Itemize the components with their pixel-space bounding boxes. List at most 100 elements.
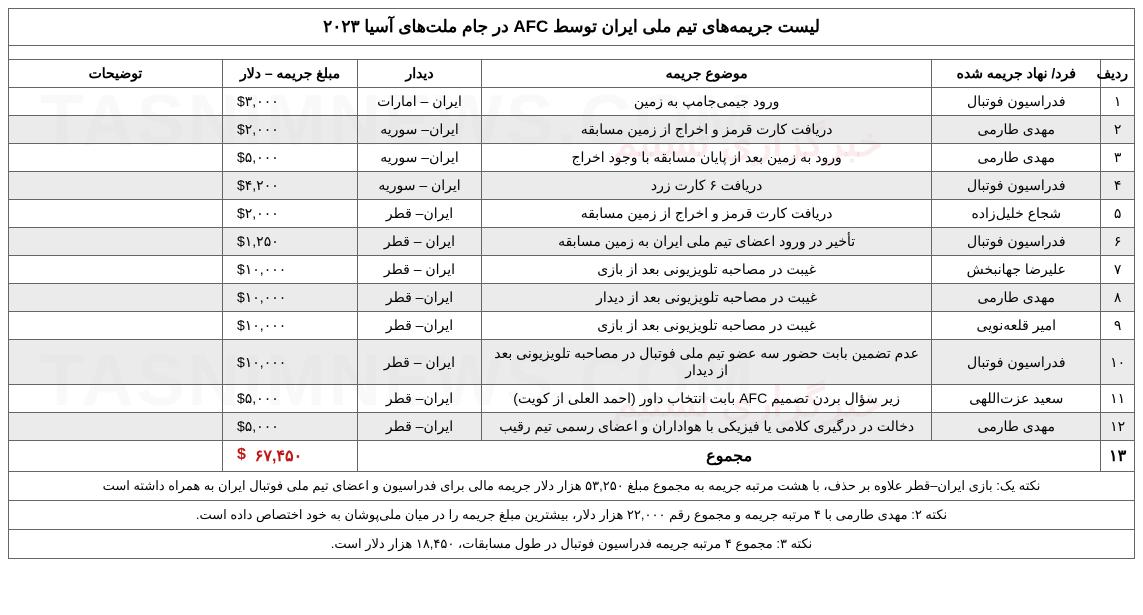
cell-match: ایران– سوریه bbox=[358, 144, 482, 172]
cell-amount: $۵,۰۰۰ bbox=[222, 413, 357, 441]
cell-amount: $۱,۲۵۰ bbox=[222, 228, 357, 256]
col-reason: موضوع جریمه bbox=[481, 60, 931, 88]
cell-amount: $۳,۰۰۰ bbox=[222, 88, 357, 116]
header-row: ردیف فرد/ نهاد جریمه شده موضوع جریمه دید… bbox=[9, 60, 1135, 88]
cell-entity: فدراسیون فوتبال bbox=[932, 340, 1101, 385]
col-match: دیدار bbox=[358, 60, 482, 88]
cell-reason: زیر سؤال بردن تصمیم AFC بابت انتخاب داور… bbox=[481, 385, 931, 413]
total-label: مجموع bbox=[358, 441, 1101, 472]
cell-match: ایران– قطر bbox=[358, 312, 482, 340]
cell-amount: $۱۰,۰۰۰ bbox=[222, 340, 357, 385]
cell-amount: $۴,۲۰۰ bbox=[222, 172, 357, 200]
cell-match: ایران– قطر bbox=[358, 413, 482, 441]
cell-idx: ۱۲ bbox=[1101, 413, 1135, 441]
cell-reason: ورود جیمی‌جامپ به زمین bbox=[481, 88, 931, 116]
cell-amount: $۱۰,۰۰۰ bbox=[222, 284, 357, 312]
cell-entity: سعید عزت‌اللهی bbox=[932, 385, 1101, 413]
cell-match: ایران – قطر bbox=[358, 256, 482, 284]
table-row: ۱فدراسیون فوتبالورود جیمی‌جامپ به زمینای… bbox=[9, 88, 1135, 116]
cell-notes bbox=[9, 172, 223, 200]
cell-notes bbox=[9, 340, 223, 385]
cell-reason: دریافت ۶ کارت زرد bbox=[481, 172, 931, 200]
cell-match: ایران – قطر bbox=[358, 340, 482, 385]
cell-reason: عدم تضمین بابت حضور سه عضو تیم ملی فوتبا… bbox=[481, 340, 931, 385]
cell-notes bbox=[9, 228, 223, 256]
cell-reason: غیبت در مصاحبه تلویزیونی بعد از دیدار bbox=[481, 284, 931, 312]
total-idx: ۱۳ bbox=[1101, 441, 1135, 472]
cell-entity: فدراسیون فوتبال bbox=[932, 172, 1101, 200]
cell-amount: $۲,۰۰۰ bbox=[222, 116, 357, 144]
cell-reason: دخالت در درگیری کلامی یا فیزیکی با هوادا… bbox=[481, 413, 931, 441]
note-row: نکته ۲: مهدی طارمی با ۴ مرتبه جریمه و مج… bbox=[9, 501, 1135, 530]
cell-idx: ۱۱ bbox=[1101, 385, 1135, 413]
cell-notes bbox=[9, 200, 223, 228]
cell-idx: ۲ bbox=[1101, 116, 1135, 144]
cell-match: ایران– قطر bbox=[358, 200, 482, 228]
col-amount: مبلغ جریمه – دلار bbox=[222, 60, 357, 88]
table-title: لیست جریمه‌های تیم ملی ایران توسط AFC در… bbox=[9, 9, 1135, 46]
cell-reason: غیبت در مصاحبه تلویزیونی بعد از بازی bbox=[481, 256, 931, 284]
cell-notes bbox=[9, 256, 223, 284]
table-row: ۶فدراسیون فوتبالتأخیر در ورود اعضای تیم … bbox=[9, 228, 1135, 256]
total-row: ۱۳مجموع$ ۶۷,۴۵۰ bbox=[9, 441, 1135, 472]
table-row: ۱۰فدراسیون فوتبالعدم تضمین بابت حضور سه … bbox=[9, 340, 1135, 385]
note-text: نکته ۲: مهدی طارمی با ۴ مرتبه جریمه و مج… bbox=[9, 501, 1135, 530]
cell-notes bbox=[9, 144, 223, 172]
cell-notes bbox=[9, 88, 223, 116]
cell-notes bbox=[9, 116, 223, 144]
cell-idx: ۷ bbox=[1101, 256, 1135, 284]
cell-reason: دریافت کارت قرمز و اخراج از زمین مسابقه bbox=[481, 116, 931, 144]
cell-amount: $۵,۰۰۰ bbox=[222, 385, 357, 413]
table-row: ۱۱سعید عزت‌اللهیزیر سؤال بردن تصمیم AFC … bbox=[9, 385, 1135, 413]
cell-reason: ورود به زمین بعد از پایان مسابقه با وجود… bbox=[481, 144, 931, 172]
cell-entity: مهدی طارمی bbox=[932, 413, 1101, 441]
fines-table: لیست جریمه‌های تیم ملی ایران توسط AFC در… bbox=[8, 8, 1135, 559]
cell-notes bbox=[9, 413, 223, 441]
cell-idx: ۵ bbox=[1101, 200, 1135, 228]
col-idx: ردیف bbox=[1101, 60, 1135, 88]
cell-idx: ۴ bbox=[1101, 172, 1135, 200]
cell-match: ایران – سوریه bbox=[358, 172, 482, 200]
note-row: نکته یک: بازی ایران–قطر علاوه بر حذف، با… bbox=[9, 472, 1135, 501]
cell-entity: مهدی طارمی bbox=[932, 284, 1101, 312]
cell-idx: ۱ bbox=[1101, 88, 1135, 116]
table-row: ۵شجاع خلیل‌زادهدریافت کارت قرمز و اخراج … bbox=[9, 200, 1135, 228]
cell-match: ایران – امارات bbox=[358, 88, 482, 116]
cell-match: ایران– قطر bbox=[358, 284, 482, 312]
spacer-row bbox=[9, 46, 1135, 60]
note-row: نکته ۳: مجموع ۴ مرتبه جریمه فدراسیون فوت… bbox=[9, 530, 1135, 559]
cell-entity: فدراسیون فوتبال bbox=[932, 228, 1101, 256]
note-text: نکته یک: بازی ایران–قطر علاوه بر حذف، با… bbox=[9, 472, 1135, 501]
cell-reason: تأخیر در ورود اعضای تیم ملی ایران به زمی… bbox=[481, 228, 931, 256]
cell-entity: فدراسیون فوتبال bbox=[932, 88, 1101, 116]
cell-amount: $۲,۰۰۰ bbox=[222, 200, 357, 228]
cell-match: ایران– قطر bbox=[358, 385, 482, 413]
table-row: ۷علیرضا جهانبخشغیبت در مصاحبه تلویزیونی … bbox=[9, 256, 1135, 284]
cell-entity: مهدی طارمی bbox=[932, 144, 1101, 172]
cell-idx: ۱۰ bbox=[1101, 340, 1135, 385]
cell-idx: ۶ bbox=[1101, 228, 1135, 256]
cell-idx: ۸ bbox=[1101, 284, 1135, 312]
table-row: ۹امیر قلعه‌نوییغیبت در مصاحبه تلویزیونی … bbox=[9, 312, 1135, 340]
table-row: ۴فدراسیون فوتبالدریافت ۶ کارت زردایران –… bbox=[9, 172, 1135, 200]
cell-match: ایران– سوریه bbox=[358, 116, 482, 144]
cell-amount: $۱۰,۰۰۰ bbox=[222, 256, 357, 284]
cell-amount: $۱۰,۰۰۰ bbox=[222, 312, 357, 340]
note-text: نکته ۳: مجموع ۴ مرتبه جریمه فدراسیون فوت… bbox=[9, 530, 1135, 559]
table-row: ۲مهدی طارمیدریافت کارت قرمز و اخراج از ز… bbox=[9, 116, 1135, 144]
cell-entity: مهدی طارمی bbox=[932, 116, 1101, 144]
col-entity: فرد/ نهاد جریمه شده bbox=[932, 60, 1101, 88]
title-row: لیست جریمه‌های تیم ملی ایران توسط AFC در… bbox=[9, 9, 1135, 46]
cell-idx: ۳ bbox=[1101, 144, 1135, 172]
cell-entity: علیرضا جهانبخش bbox=[932, 256, 1101, 284]
cell-notes bbox=[9, 284, 223, 312]
table-row: ۱۲مهدی طارمیدخالت در درگیری کلامی یا فیز… bbox=[9, 413, 1135, 441]
col-notes: توضیحات bbox=[9, 60, 223, 88]
cell-amount: $۵,۰۰۰ bbox=[222, 144, 357, 172]
cell-notes bbox=[9, 385, 223, 413]
cell-idx: ۹ bbox=[1101, 312, 1135, 340]
cell-entity: امیر قلعه‌نویی bbox=[932, 312, 1101, 340]
cell-notes bbox=[9, 312, 223, 340]
table-row: ۸مهدی طارمیغیبت در مصاحبه تلویزیونی بعد … bbox=[9, 284, 1135, 312]
total-notes bbox=[9, 441, 223, 472]
